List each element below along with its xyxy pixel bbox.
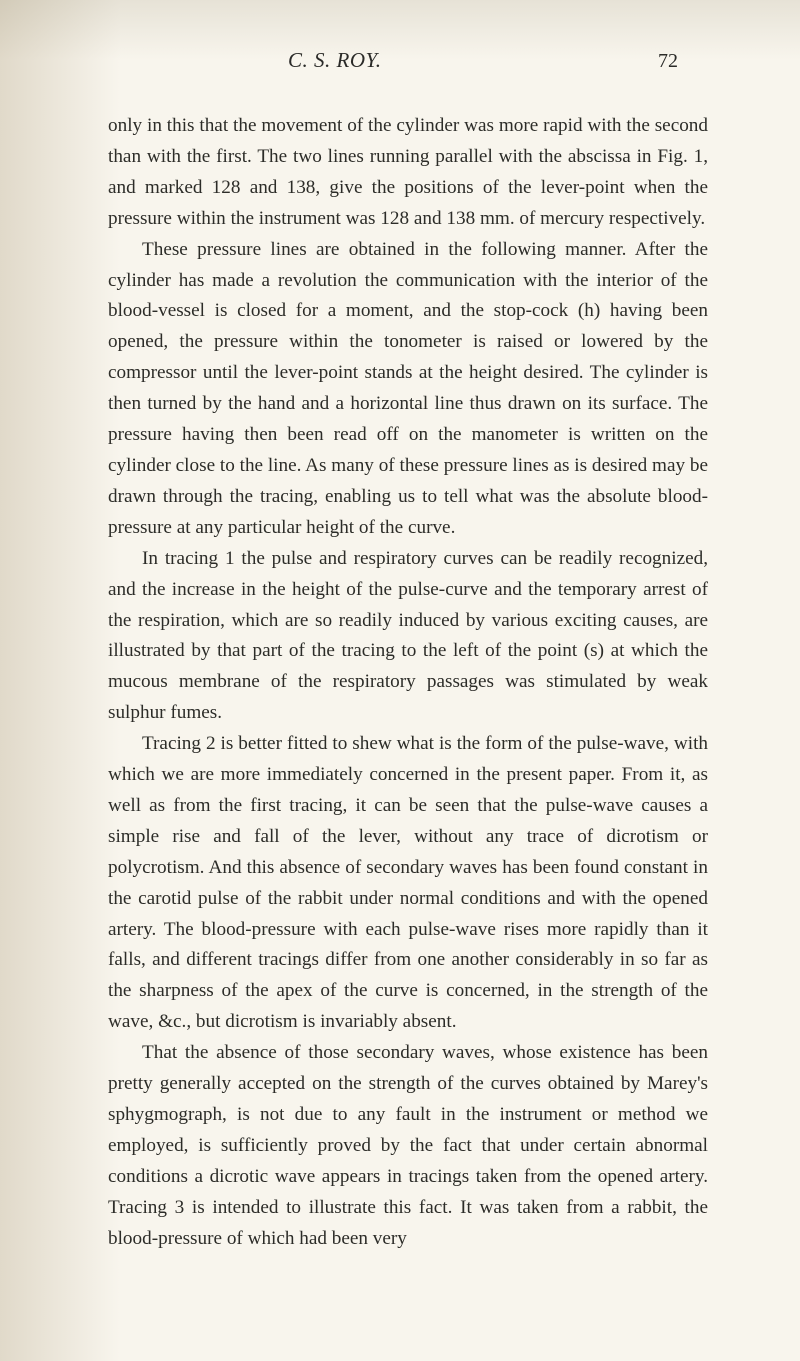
paragraph-2: These pressure lines are obtained in the…: [108, 235, 708, 544]
paragraph-1: only in this that the movement of the cy…: [108, 111, 708, 235]
running-header: C. S. ROY. 72: [108, 48, 708, 73]
page-container: C. S. ROY. 72 only in this that the move…: [0, 0, 800, 1303]
page-number: 72: [658, 50, 678, 73]
body-text: only in this that the movement of the cy…: [108, 111, 708, 1255]
paragraph-4: Tracing 2 is better fitted to shew what …: [108, 729, 708, 1038]
paragraph-5: That the absence of those secondary wave…: [108, 1038, 708, 1254]
paragraph-3: In tracing 1 the pulse and respiratory c…: [108, 544, 708, 729]
header-title: C. S. ROY.: [288, 48, 382, 73]
